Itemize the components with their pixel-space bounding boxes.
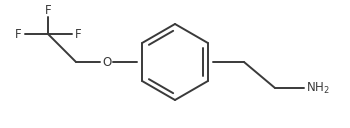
Text: F: F [15, 28, 21, 40]
Text: O: O [102, 56, 112, 68]
Text: NH$_2$: NH$_2$ [306, 81, 330, 95]
Text: F: F [75, 28, 81, 40]
Text: F: F [45, 3, 51, 17]
